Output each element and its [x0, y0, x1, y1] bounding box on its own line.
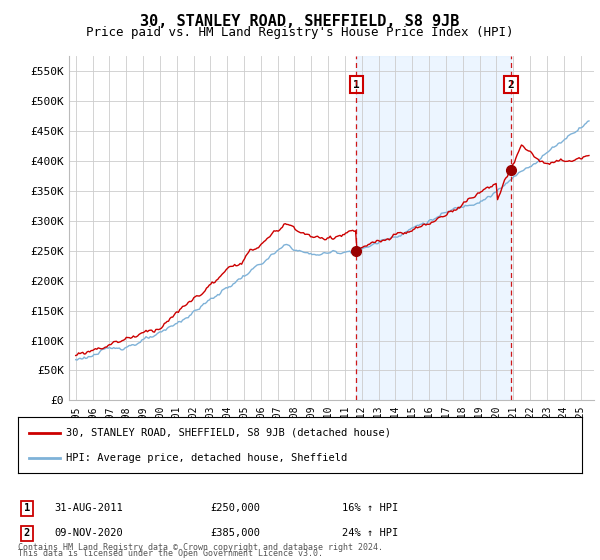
Text: 2: 2: [24, 528, 30, 538]
Text: £385,000: £385,000: [210, 528, 260, 538]
Text: 1: 1: [24, 503, 30, 514]
Text: 30, STANLEY ROAD, SHEFFIELD, S8 9JB (detached house): 30, STANLEY ROAD, SHEFFIELD, S8 9JB (det…: [66, 428, 391, 438]
Text: Price paid vs. HM Land Registry's House Price Index (HPI): Price paid vs. HM Land Registry's House …: [86, 26, 514, 39]
Text: 1: 1: [353, 80, 359, 90]
Bar: [356, 56, 511, 400]
Text: 09-NOV-2020: 09-NOV-2020: [54, 528, 123, 538]
Text: 2: 2: [508, 80, 514, 90]
Text: 30, STANLEY ROAD, SHEFFIELD, S8 9JB: 30, STANLEY ROAD, SHEFFIELD, S8 9JB: [140, 14, 460, 29]
Text: 24% ↑ HPI: 24% ↑ HPI: [342, 528, 398, 538]
Text: 31-AUG-2011: 31-AUG-2011: [54, 503, 123, 514]
Text: 16% ↑ HPI: 16% ↑ HPI: [342, 503, 398, 514]
Text: Contains HM Land Registry data © Crown copyright and database right 2024.: Contains HM Land Registry data © Crown c…: [18, 543, 383, 552]
Text: This data is licensed under the Open Government Licence v3.0.: This data is licensed under the Open Gov…: [18, 549, 323, 558]
Text: £250,000: £250,000: [210, 503, 260, 514]
Text: HPI: Average price, detached house, Sheffield: HPI: Average price, detached house, Shef…: [66, 452, 347, 463]
